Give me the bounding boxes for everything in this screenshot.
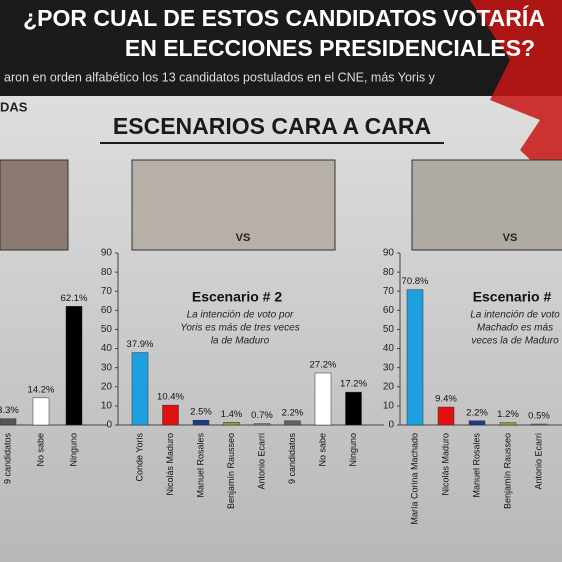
annotation: La intención de voto — [470, 310, 560, 321]
annotation: veces la de Maduro — [471, 336, 559, 347]
bar — [162, 404, 179, 426]
bar — [437, 406, 455, 426]
photo — [131, 159, 336, 251]
y-tick-label: 20 — [101, 381, 113, 392]
y-tick-label: 70 — [383, 286, 395, 297]
title-line: ¿POR CUAL DE ESTOS CANDIDATOS VOTARÍA — [23, 4, 545, 31]
y-tick-label: 10 — [383, 401, 395, 412]
y-tick-label: 60 — [101, 305, 113, 316]
x-tick-label: Benjamín Rausseo — [226, 433, 236, 509]
value-label: 2.5% — [190, 407, 212, 418]
x-tick-label: Conde Yoris — [134, 433, 144, 482]
y-tick-label: 80 — [101, 267, 113, 278]
annotation: La intención de voto por — [187, 310, 294, 321]
x-tick-label: 9 candidatos — [287, 433, 297, 485]
chart-title: Escenario # 2 — [192, 289, 282, 305]
photo — [0, 159, 69, 251]
bar — [0, 418, 17, 426]
y-tick-label: 20 — [383, 381, 395, 392]
bar — [530, 423, 548, 426]
section-title: ESCENARIOS CARA A CARA — [113, 113, 431, 139]
y-tick-label: 30 — [383, 362, 395, 373]
bar — [468, 420, 486, 426]
value-label: 27.2% — [310, 360, 337, 371]
bar — [223, 422, 240, 426]
red-splash — [470, 0, 562, 190]
y-tick-label: 90 — [383, 248, 395, 259]
value-label: 62.1% — [61, 293, 88, 304]
vs-label: VS — [503, 232, 518, 244]
annotation: Machado es más — [477, 323, 553, 334]
value-label: 70.8% — [402, 276, 429, 287]
annotation: Yoris es más de tres veces — [180, 323, 300, 334]
y-tick-label: 60 — [383, 305, 395, 316]
y-tick-label: 30 — [101, 362, 113, 373]
y-tick-label: 50 — [383, 324, 395, 335]
bar — [499, 422, 517, 426]
bar — [406, 289, 424, 426]
value-label: 1.2% — [497, 409, 519, 420]
x-tick-label: Manuel Rosales — [471, 433, 481, 498]
subtitle: aron en orden alfabético los 13 candidat… — [4, 70, 436, 84]
y-tick-label: 70 — [101, 286, 113, 297]
title-line: EN ELECCIONES PRESIDENCIALES? — [125, 35, 535, 61]
x-tick-label: María Corina Machado — [409, 433, 419, 525]
annotation: la de Maduro — [211, 336, 270, 347]
corner-label: DAS — [0, 99, 28, 114]
bar — [32, 397, 50, 426]
value-label: 0.7% — [251, 410, 273, 421]
value-label: 3.3% — [0, 405, 19, 416]
x-tick-label: Ninguno — [348, 433, 358, 467]
y-tick-label: 0 — [106, 420, 112, 431]
bar — [65, 306, 83, 426]
value-label: 17.2% — [340, 379, 367, 390]
y-tick-label: 80 — [383, 267, 395, 278]
chart-title: Escenario # — [473, 289, 552, 305]
x-tick-label: Benjamín Rausseo — [502, 433, 512, 509]
x-tick-label: Manuel Rosales — [195, 433, 205, 498]
x-tick-label: 9 candidatos — [2, 433, 12, 485]
value-label: 1.4% — [221, 409, 243, 420]
bar — [253, 423, 271, 426]
bar — [131, 352, 149, 426]
y-tick-label: 40 — [101, 343, 113, 354]
photo — [411, 159, 562, 251]
value-label: 9.4% — [435, 394, 457, 405]
y-tick-label: 10 — [101, 401, 113, 412]
value-label: 2.2% — [282, 407, 304, 418]
x-tick-label: No sabe — [317, 433, 327, 467]
value-label: 2.2% — [466, 407, 488, 418]
y-tick-label: 0 — [388, 420, 394, 431]
x-tick-label: Ninguno — [68, 433, 78, 467]
value-label: 0.5% — [528, 411, 550, 422]
vs-label: VS — [236, 232, 251, 244]
x-tick-label: Antonio Ecarri — [533, 433, 543, 490]
bar — [192, 419, 210, 426]
value-label: 14.2% — [28, 384, 55, 395]
bar — [345, 391, 362, 426]
value-label: 37.9% — [127, 339, 154, 350]
y-tick-label: 50 — [101, 324, 113, 335]
x-tick-label: Antonio Ecarri — [256, 433, 266, 490]
value-label: 10.4% — [157, 392, 184, 403]
x-tick-label: No sabe — [35, 433, 45, 467]
bar — [284, 420, 301, 426]
header-band — [0, 0, 562, 96]
bar — [314, 372, 332, 426]
x-tick-label: Nicolás Maduro — [440, 433, 450, 496]
x-tick-label: Nicolás Maduro — [165, 433, 175, 496]
y-tick-label: 40 — [383, 343, 395, 354]
y-tick-label: 90 — [101, 248, 113, 259]
